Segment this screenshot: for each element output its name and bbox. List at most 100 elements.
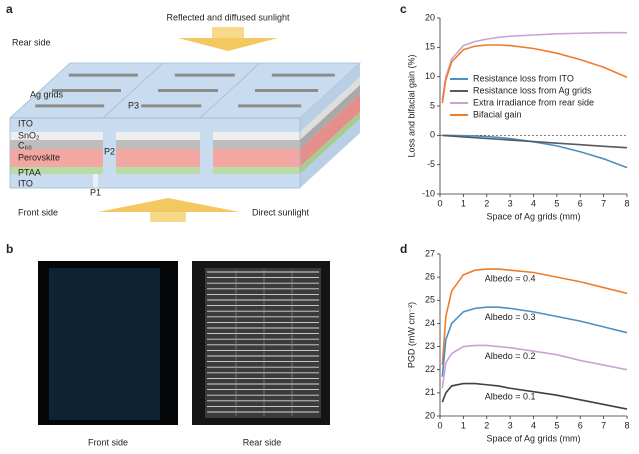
device-photos: Front side Rear side	[38, 261, 330, 447]
layer	[10, 140, 300, 149]
x-tick-label: 8	[624, 420, 629, 430]
panel-label: b	[6, 242, 13, 256]
x-tick-label: 2	[484, 420, 489, 430]
x-tick-label: 1	[461, 420, 466, 430]
layer-label: SnO₂	[18, 130, 40, 140]
x-tick-label: 6	[578, 198, 583, 208]
arrow-label: Reflected and diffused sunlight	[167, 12, 290, 22]
y-axis-label: PGD (mW cm⁻²)	[406, 302, 416, 368]
x-tick-label: 0	[437, 198, 442, 208]
x-tick-label: 4	[531, 198, 536, 208]
x-tick-label: 0	[437, 420, 442, 430]
data-line	[441, 344, 628, 389]
y-tick-label: 21	[425, 387, 435, 397]
side-layer	[300, 94, 360, 167]
device-rear	[205, 268, 321, 418]
arrow	[178, 38, 278, 51]
y-tick-label: 20	[425, 410, 435, 420]
y-tick-label: 25	[425, 295, 435, 305]
arrow-label: Direct sunlight	[252, 207, 310, 217]
series-label: Albedo = 0.1	[485, 392, 536, 402]
side-face	[300, 63, 360, 188]
scribe-label: P3	[128, 100, 139, 110]
y-tick-label: 27	[425, 248, 435, 258]
data-line	[441, 306, 628, 377]
x-tick-label: 1	[461, 198, 466, 208]
x-tick-label: 5	[554, 198, 559, 208]
outline	[9, 117, 301, 189]
x-tick-label: 6	[578, 420, 583, 430]
y-tick-label: 0	[430, 130, 435, 140]
series-label: Albedo = 0.2	[485, 351, 536, 361]
panel-label: a	[6, 2, 13, 16]
y-tick-label: 23	[425, 341, 435, 351]
panel-label: c	[400, 2, 407, 16]
arrow	[212, 27, 244, 38]
legend-label: Extra irradiance from rear side	[473, 97, 594, 107]
legend-label: Bifacial gain	[473, 109, 522, 119]
layer-label: C₆₀	[18, 140, 32, 150]
layer-label: ITO	[18, 118, 33, 128]
y-tick-label: 5	[430, 100, 435, 110]
data-line	[441, 382, 628, 410]
side-layer	[300, 119, 360, 188]
y-tick-label: 24	[425, 318, 435, 328]
data-line	[442, 134, 628, 149]
x-tick-label: 2	[484, 198, 489, 208]
y-tick-label: 10	[425, 71, 435, 81]
device-front	[49, 268, 160, 420]
scribe	[103, 118, 116, 174]
x-tick-label: 7	[601, 420, 606, 430]
data-line	[441, 44, 628, 104]
scribe-label: P2	[104, 146, 115, 156]
arrow	[98, 198, 240, 212]
scribe-label: P1	[90, 187, 101, 197]
data-line	[441, 268, 628, 366]
photo-caption: Rear side	[243, 437, 282, 447]
data-line	[441, 31, 627, 101]
arrow	[150, 212, 186, 222]
scribe	[200, 118, 213, 174]
layer-label: ITO	[18, 178, 33, 188]
side-label: Rear side	[12, 37, 51, 47]
panel-label: d	[400, 242, 407, 256]
layer-label: PTAA	[18, 167, 41, 177]
layer	[10, 167, 300, 174]
x-axis-label: Space of Ag grids (mm)	[486, 433, 580, 443]
y-tick-label: 22	[425, 364, 435, 374]
side-layer	[300, 77, 360, 140]
photo-caption: Front side	[88, 437, 128, 447]
legend-label: Resistance loss from Ag grids	[473, 85, 592, 95]
layer	[10, 118, 300, 132]
x-tick-label: 5	[554, 420, 559, 430]
y-axis-label: Loss and bifacial gain (%)	[406, 54, 416, 157]
x-tick-label: 3	[508, 420, 513, 430]
side-layer	[300, 63, 360, 132]
y-tick-label: 26	[425, 272, 435, 282]
series-label: Albedo = 0.3	[485, 312, 536, 322]
x-tick-label: 3	[508, 198, 513, 208]
layer-label: Ag grids	[30, 89, 64, 99]
y-tick-label: 20	[425, 12, 435, 22]
x-tick-label: 7	[601, 198, 606, 208]
y-tick-label: -5	[427, 159, 435, 169]
side-label: Front side	[18, 207, 58, 217]
scribe	[93, 174, 98, 188]
layer	[10, 132, 300, 140]
layer	[10, 174, 300, 188]
x-tick-label: 8	[624, 198, 629, 208]
series-label: Albedo = 0.4	[485, 274, 536, 284]
device-schematic: Reflected and diffused sunlight Rear side…	[8, 12, 362, 222]
x-axis-label: Space of Ag grids (mm)	[486, 211, 580, 221]
legend-label: Resistance loss from ITO	[473, 73, 574, 83]
scribe-line	[102, 62, 164, 119]
side-layer	[300, 112, 360, 174]
layer-label: Perovskite	[18, 152, 60, 162]
y-tick-label: -10	[422, 188, 435, 198]
y-tick-label: 15	[425, 42, 435, 52]
x-tick-label: 4	[531, 420, 536, 430]
scribe-line	[199, 62, 261, 119]
layer	[10, 149, 300, 167]
side-layer	[300, 85, 360, 149]
